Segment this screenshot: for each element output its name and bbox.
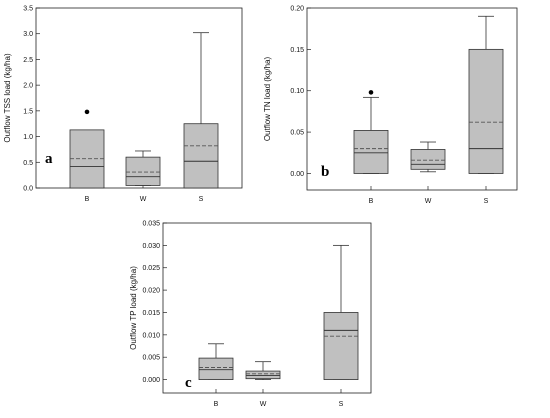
- plot-frame: [306, 7, 518, 191]
- x-tick-label: S: [484, 198, 489, 205]
- y-tick-label: 0.5: [23, 160, 33, 167]
- x-tick-label: B: [369, 198, 374, 205]
- y-tick-label: 2.0: [23, 83, 33, 90]
- x-tick-label: S: [339, 401, 344, 408]
- box-body: [468, 48, 504, 174]
- box-S: [183, 32, 219, 189]
- y-tick-label: 1.5: [23, 108, 33, 115]
- box-B: [69, 109, 105, 189]
- box-S: [468, 15, 504, 174]
- outlier-point: [84, 109, 90, 115]
- y-tick-label: 0.05: [290, 130, 304, 137]
- y-tick-label: 0.025: [142, 265, 160, 272]
- box-B: [353, 90, 389, 174]
- box-body: [183, 123, 219, 189]
- panel-letter: a: [45, 151, 53, 167]
- box-B: [198, 343, 234, 380]
- y-tick-label: 0.00: [290, 171, 304, 178]
- box-body: [245, 370, 281, 380]
- y-tick-label: 1.0: [23, 134, 33, 141]
- y-tick-label: 3.5: [23, 6, 33, 13]
- y-axis-label: Outflow TN load (kg/ha): [263, 57, 272, 142]
- chart-panel-a: 0.0 0.5 1.0 1.5 2.0 2.5 3.0 3.5 Outflow TSS load…: [3, 6, 243, 203]
- y-tick-label: 0.035: [142, 221, 160, 228]
- x-tick-label: W: [425, 198, 432, 205]
- box-body: [125, 156, 161, 186]
- panel-letter: c: [185, 375, 192, 391]
- x-tick-label: W: [260, 401, 267, 408]
- box-body: [198, 357, 234, 380]
- y-tick-label: 2.5: [23, 57, 33, 64]
- y-tick-label: 3.0: [23, 31, 33, 38]
- plot-frame: [162, 222, 372, 394]
- x-tick-label: B: [214, 401, 219, 408]
- y-tick-label: 0.15: [290, 47, 304, 54]
- x-tick-label: W: [140, 196, 147, 203]
- y-tick-label: 0.020: [142, 288, 160, 295]
- x-tick-label: B: [85, 196, 90, 203]
- box-body: [323, 312, 359, 380]
- y-tick-label: 0.0: [23, 186, 33, 193]
- plot-frame: [35, 7, 243, 189]
- y-tick-label: 0.030: [142, 243, 160, 250]
- box-W: [125, 150, 161, 186]
- y-tick-label: 0.015: [142, 310, 160, 317]
- box-W: [245, 361, 281, 380]
- box-body: [410, 149, 446, 170]
- y-tick-label: 0.20: [290, 6, 304, 13]
- panel-letter: b: [321, 164, 329, 180]
- box-S: [323, 244, 359, 380]
- y-tick-label: 0.005: [142, 355, 160, 362]
- chart-panel-b: 0.00 0.05 0.10 0.15 0.20 Outflow TN load (kg/…: [263, 6, 518, 205]
- box-body: [353, 130, 389, 174]
- y-tick-label: 0.10: [290, 88, 304, 95]
- box-W: [410, 141, 446, 173]
- outlier-point: [368, 90, 374, 95]
- x-tick-label: S: [199, 196, 204, 203]
- y-axis-label: Outflow TP load (kg/ha): [129, 266, 138, 350]
- chart-panel-c: 0.000 0.005 0.010 0.015 0.020 0.025 0.030 0.035…: [129, 221, 372, 408]
- y-axis-label: Outflow TSS load (kg/ha): [3, 53, 12, 143]
- y-tick-label: 0.000: [142, 377, 160, 384]
- box-body: [69, 129, 105, 189]
- y-tick-label: 0.010: [142, 332, 160, 339]
